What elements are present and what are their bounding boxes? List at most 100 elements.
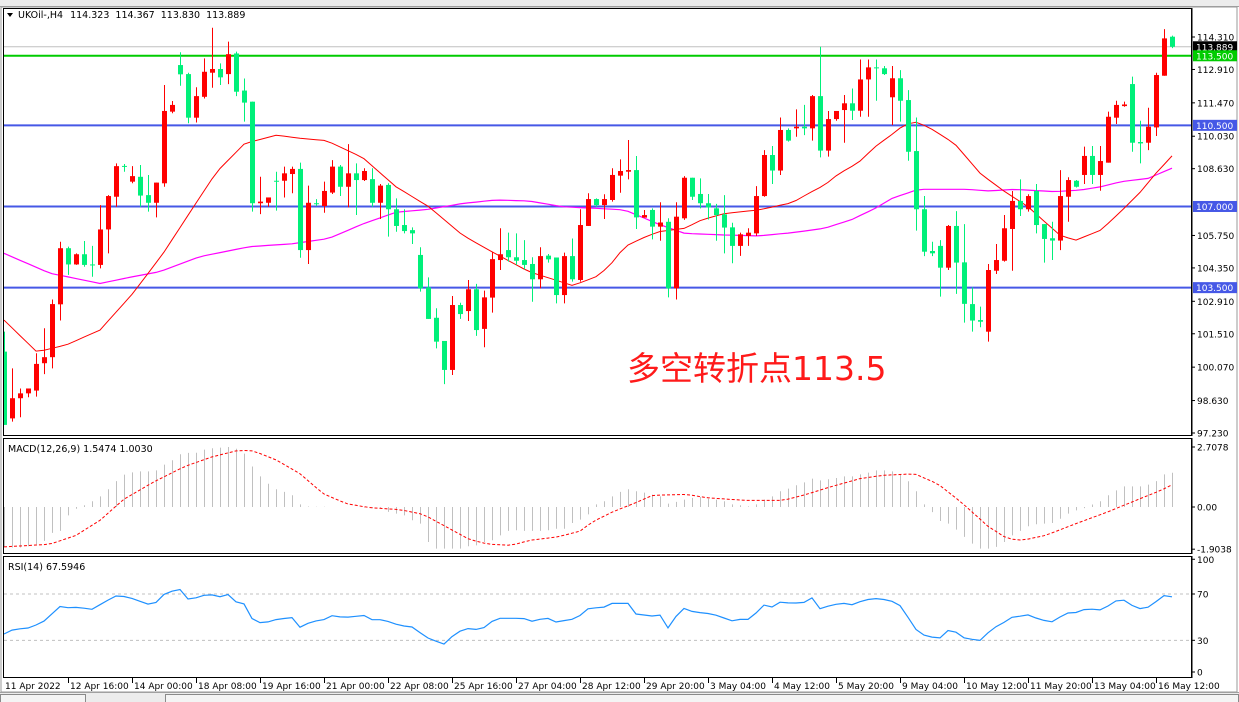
candle-body bbox=[242, 90, 247, 103]
candle-body bbox=[426, 287, 431, 319]
candle-body bbox=[258, 201, 263, 204]
bull-candle bbox=[26, 388, 31, 398]
candle-body bbox=[818, 96, 823, 151]
candle-body bbox=[138, 176, 143, 196]
bear-candle bbox=[66, 246, 71, 275]
candle-body bbox=[834, 110, 839, 120]
triangle-down-icon[interactable] bbox=[7, 13, 13, 17]
symbol-timeframe: UKOil-,H4 bbox=[18, 10, 63, 21]
candle-body bbox=[986, 270, 991, 332]
macd-tick-label: 2.7078 bbox=[1197, 443, 1229, 453]
bear-candle bbox=[714, 203, 719, 241]
candle-body bbox=[170, 104, 175, 112]
bear-candle bbox=[874, 59, 879, 101]
candle-body bbox=[346, 173, 351, 187]
time-tick-label: 22 Apr 08:00 bbox=[390, 682, 449, 692]
bull-candle bbox=[466, 279, 471, 322]
candle-body bbox=[1138, 142, 1143, 144]
candle-body bbox=[290, 168, 295, 175]
candle-body bbox=[1154, 75, 1159, 128]
bear-candle bbox=[186, 72, 191, 124]
candle-body bbox=[530, 263, 535, 280]
candle-body bbox=[938, 245, 943, 268]
candle-body bbox=[658, 222, 663, 227]
candle-body bbox=[234, 53, 239, 92]
bear-candle bbox=[978, 306, 983, 328]
bear-candle bbox=[1050, 221, 1055, 261]
bull-candle bbox=[322, 181, 327, 213]
bull-candle bbox=[1106, 111, 1111, 163]
bull-candle bbox=[1082, 146, 1087, 184]
bull-candle bbox=[450, 295, 455, 376]
candle-body bbox=[730, 227, 735, 246]
candle-body bbox=[82, 254, 87, 265]
bull-candle bbox=[1122, 101, 1127, 107]
candle-body bbox=[1058, 196, 1063, 241]
time-tick-label: 10 May 12:00 bbox=[966, 682, 1028, 692]
candle-body bbox=[666, 221, 671, 289]
bear-candle bbox=[922, 196, 927, 257]
candle-body bbox=[450, 305, 455, 370]
bear-candle bbox=[770, 145, 775, 184]
candle-body bbox=[618, 171, 623, 176]
macd-signal-line bbox=[4, 449, 1173, 548]
candle-body bbox=[186, 74, 191, 118]
level-label-box bbox=[1193, 50, 1237, 62]
bull-candle bbox=[498, 228, 503, 271]
bull-candle bbox=[682, 176, 687, 220]
bear-candle bbox=[1074, 180, 1079, 188]
candle-body bbox=[866, 67, 871, 80]
bottom-tab[interactable] bbox=[0, 694, 86, 702]
candle-body bbox=[26, 388, 31, 394]
bear-candle bbox=[458, 302, 463, 319]
candle-body bbox=[1082, 155, 1087, 175]
candle-body bbox=[1026, 196, 1031, 210]
level-label: 107.000 bbox=[1196, 203, 1233, 213]
candle-body bbox=[4, 351, 7, 425]
horizontal-levels[interactable] bbox=[4, 46, 1191, 289]
bear-candle bbox=[338, 164, 343, 197]
macd-axis: 2.7078 0.00 -1.9038 bbox=[1191, 438, 1232, 556]
time-tick-label: 12 Apr 16:00 bbox=[70, 682, 129, 692]
candle-body bbox=[122, 165, 127, 167]
bear-candle bbox=[570, 238, 575, 282]
bull-candle bbox=[890, 65, 895, 126]
candle-body bbox=[650, 209, 655, 227]
bear-candle bbox=[250, 101, 255, 212]
price-tick-label: 101.510 bbox=[1197, 330, 1234, 340]
time-tick-label: 29 Apr 20:00 bbox=[646, 682, 705, 692]
time-tick-label: 4 May 12:00 bbox=[774, 682, 830, 692]
bottom-scroll-area[interactable] bbox=[165, 694, 1239, 702]
bear-candle bbox=[898, 70, 903, 122]
bull-candle bbox=[490, 251, 495, 313]
bear-candle bbox=[370, 168, 375, 207]
bear-candle bbox=[930, 241, 935, 257]
bear-candle bbox=[514, 233, 519, 265]
price-tick-label: 108.630 bbox=[1197, 165, 1234, 175]
candlesticks bbox=[4, 27, 1175, 425]
bull-candle bbox=[1162, 29, 1167, 76]
candle-body bbox=[466, 289, 471, 312]
macd-pane-frame bbox=[3, 438, 1192, 554]
candle-body bbox=[1162, 38, 1167, 76]
candle-body bbox=[746, 232, 751, 236]
time-tick-label: 11 May 20:00 bbox=[1030, 682, 1092, 692]
candle-body bbox=[882, 68, 887, 75]
bull-candle bbox=[642, 209, 647, 218]
bull-candle bbox=[42, 328, 47, 375]
rsi-label: RSI(14) 67.5946 bbox=[8, 562, 85, 573]
candle-body bbox=[202, 71, 207, 97]
time-tick-label: 9 May 04:00 bbox=[902, 682, 958, 692]
candle-body bbox=[90, 264, 95, 266]
candle-body bbox=[642, 215, 647, 218]
candle-body bbox=[634, 170, 639, 218]
bull-candle bbox=[586, 193, 591, 226]
annotation-text[interactable]: 多空转折点113.5 bbox=[627, 349, 886, 388]
bear-candle bbox=[546, 254, 551, 263]
bull-candle bbox=[986, 263, 991, 342]
level-label-box bbox=[1193, 282, 1237, 294]
candle-body bbox=[210, 68, 215, 73]
bear-candle bbox=[1138, 120, 1143, 164]
